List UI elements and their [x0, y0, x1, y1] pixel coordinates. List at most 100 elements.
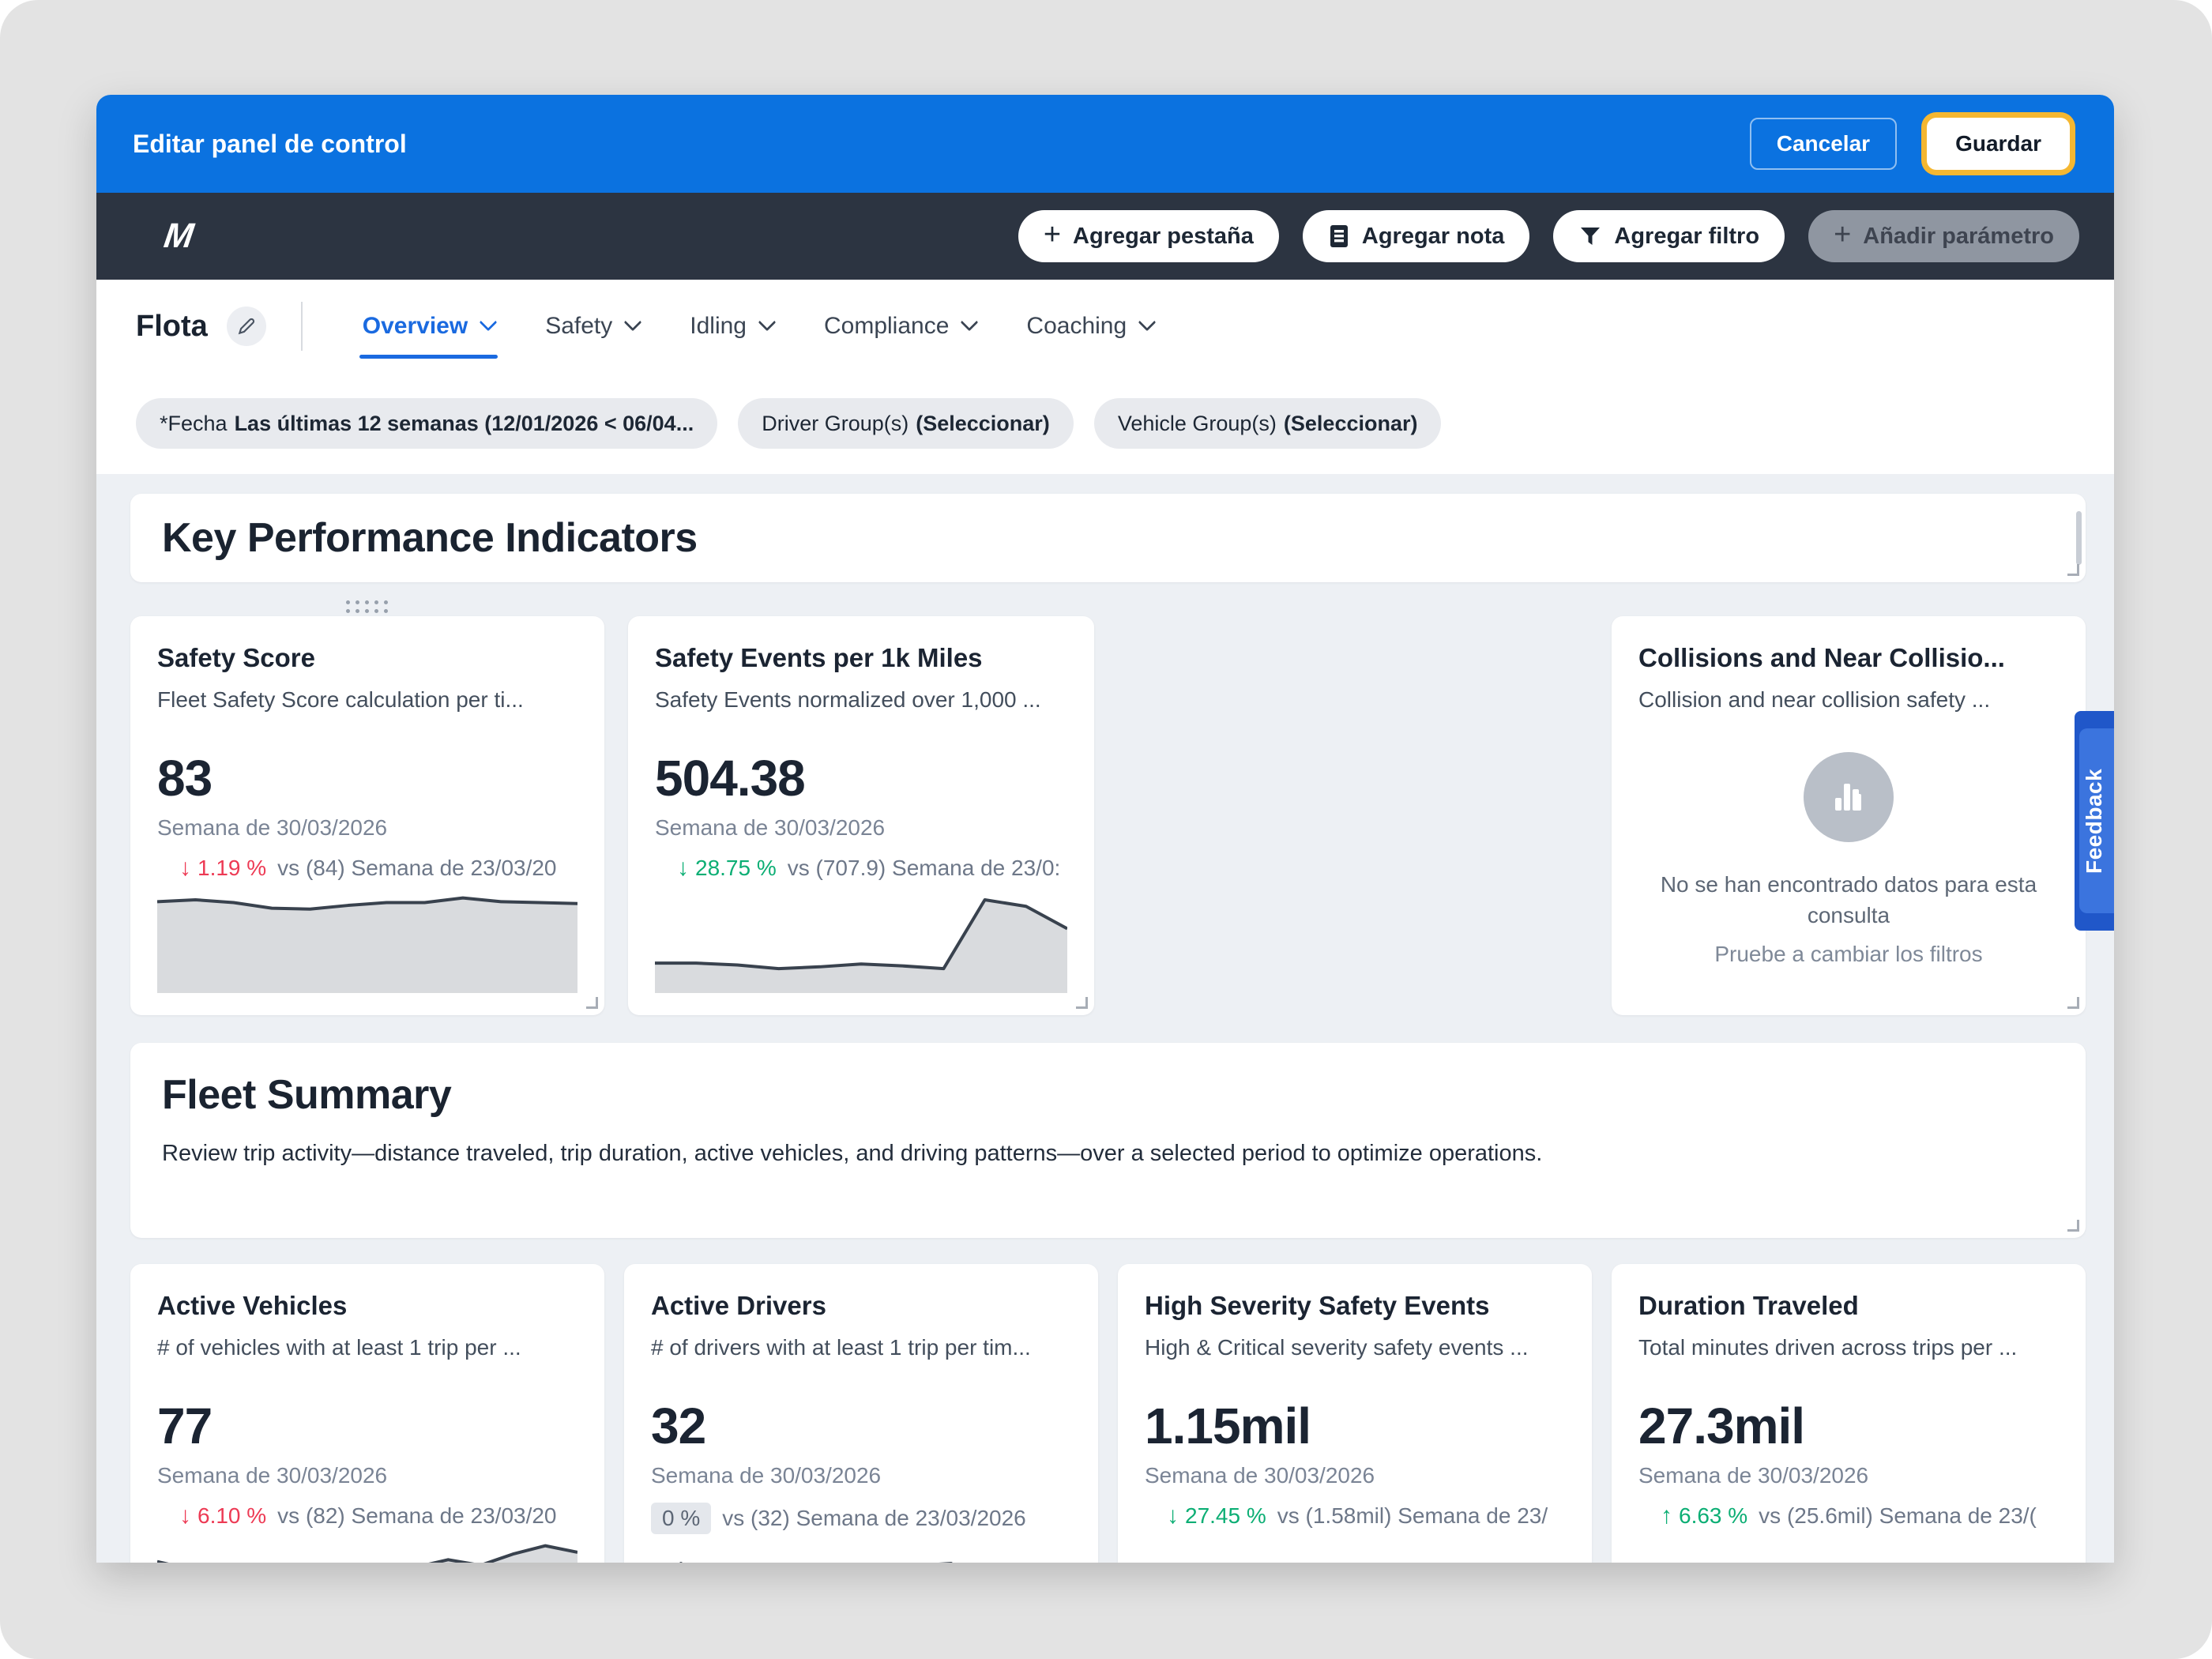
feedback-tab[interactable]: Feedback	[2075, 711, 2114, 931]
tab-safety[interactable]: Safety	[520, 280, 664, 373]
delta-comparison: vs (82) Semana de 23/03/20	[277, 1503, 557, 1528]
kpi-section-header[interactable]: Key Performance Indicators	[130, 494, 2086, 582]
widget-active-vehicles[interactable]: Active Vehicles # of vehicles with at le…	[130, 1264, 604, 1563]
add-filter-button[interactable]: Agregar filtro	[1553, 210, 1785, 262]
dashboard-toolbar: M + Agregar pestaña Agregar nota Agreg	[96, 193, 2114, 280]
tab-overview[interactable]: Overview	[337, 280, 520, 373]
tab-label: Compliance	[823, 313, 950, 339]
tab-label: Safety	[545, 313, 613, 339]
tab-idling[interactable]: Idling	[664, 280, 799, 373]
tab-compliance[interactable]: Compliance	[799, 280, 1001, 373]
plus-icon: +	[1043, 218, 1062, 251]
arrow-down-icon: ↓	[677, 855, 689, 881]
filter-prefix: Driver Group(s)	[762, 411, 909, 435]
metric-period: Semana de 30/03/2026	[1145, 1463, 1375, 1488]
chevron-down-icon	[758, 313, 777, 332]
widget-title: Active Vehicles	[157, 1291, 348, 1320]
widget-collisions[interactable]: Collisions and Near Collisio... Collisio…	[1612, 616, 2086, 1015]
resize-handle-icon[interactable]	[2067, 1220, 2079, 1232]
arrow-up-icon: ↑	[1661, 1503, 1672, 1529]
note-icon	[1328, 224, 1350, 249]
widget-high-severity-events[interactable]: High Severity Safety Events High & Criti…	[1118, 1264, 1592, 1563]
delta-percent: 6.10 %	[198, 1503, 267, 1528]
empty-state-hint: Pruebe a cambiar los filtros	[1714, 942, 1983, 966]
metric-period: Semana de 30/03/2026	[1638, 1463, 1869, 1488]
widget-active-drivers[interactable]: Active Drivers # of drivers with at leas…	[624, 1264, 1098, 1563]
widget-description: # of drivers with at least 1 trip per ti…	[651, 1335, 1031, 1360]
add-parameter-label: Añadir parámetro	[1863, 223, 2054, 249]
active-tab-underline	[359, 355, 498, 359]
funnel-icon	[1578, 224, 1602, 248]
chevron-down-icon	[961, 313, 979, 332]
delta-percent: 28.75 %	[695, 856, 777, 880]
metric-period: Semana de 30/03/2026	[655, 815, 886, 840]
delta-comparison: vs (1.58mil) Semana de 23/	[1277, 1503, 1548, 1528]
metric-value: 32	[651, 1398, 706, 1454]
resize-handle-icon[interactable]	[2067, 564, 2079, 576]
metric-value: 27.3mil	[1638, 1398, 1805, 1454]
widget-title: Safety Score	[157, 643, 315, 672]
driver-group-filter-chip[interactable]: Driver Group(s) (Seleccionar)	[738, 398, 1074, 449]
resize-handle-icon[interactable]	[2067, 997, 2079, 1009]
filter-prefix: *Fecha	[160, 411, 228, 435]
metric-value: 504.38	[655, 750, 806, 807]
sparkline-chart	[651, 1538, 1071, 1563]
tab-coaching[interactable]: Coaching	[1001, 280, 1179, 373]
metric-delta: ↓ 28.75 % vs (707.9) Semana de 23/0:	[677, 855, 1067, 882]
add-parameter-button[interactable]: + Añadir parámetro	[1808, 210, 2079, 262]
widget-description: Safety Events normalized over 1,000 ...	[655, 687, 1041, 712]
delta-comparison: vs (25.6mil) Semana de 23/(	[1759, 1503, 2037, 1528]
metric-delta: ↓ 27.45 % vs (1.58mil) Semana de 23/	[1167, 1503, 1565, 1529]
widget-title: High Severity Safety Events	[1145, 1291, 1490, 1320]
toolbar-actions: + Agregar pestaña Agregar nota Agregar f…	[1018, 210, 2079, 262]
widget-safety-events[interactable]: Safety Events per 1k Miles Safety Events…	[628, 616, 1094, 1015]
add-note-label: Agregar nota	[1361, 223, 1505, 249]
delta-percent: 6.63 %	[1679, 1503, 1748, 1528]
filter-chips: *Fecha Las últimas 12 semanas (12/01/202…	[96, 373, 2114, 474]
resize-handle-icon[interactable]	[1076, 997, 1088, 1009]
filter-value: (Seleccionar)	[1283, 411, 1418, 435]
widget-title: Safety Events per 1k Miles	[655, 643, 983, 672]
header-actions: Cancelar Guardar	[1749, 118, 2078, 170]
plus-icon: +	[1834, 218, 1852, 251]
filter-value: Las últimas 12 semanas (12/01/2026 < 06/…	[234, 411, 694, 435]
fleet-summary-section-header[interactable]: Fleet Summary Review trip activity—dista…	[130, 1043, 2086, 1238]
tab-label: Coaching	[1026, 313, 1127, 339]
resize-handle-icon[interactable]	[586, 997, 598, 1009]
metric-delta: ↑ 6.63 % vs (25.6mil) Semana de 23/(	[1661, 1503, 2059, 1529]
vehicle-group-filter-chip[interactable]: Vehicle Group(s) (Seleccionar)	[1093, 398, 1442, 449]
widget-duration-traveled[interactable]: Duration Traveled Total minutes driven a…	[1612, 1264, 2086, 1563]
feedback-tab-inner	[2079, 728, 2114, 913]
page-title: Editar panel de control	[133, 129, 407, 158]
tab-label: Overview	[362, 313, 468, 339]
chevron-down-icon	[1138, 313, 1157, 332]
widget-description: Total minutes driven across trips per ..…	[1638, 1335, 2018, 1360]
widget-title: Collisions and Near Collisio...	[1638, 643, 2005, 672]
cancel-button[interactable]: Cancelar	[1749, 118, 1898, 170]
edit-header: Editar panel de control Cancelar Guardar	[96, 95, 2114, 193]
tabs: Overview Safety Idling Compliance	[337, 280, 1179, 373]
widget-safety-score[interactable]: Safety Score Fleet Safety Score calculat…	[130, 616, 604, 1015]
sparkline-chart	[157, 1538, 577, 1563]
save-button[interactable]: Guardar	[1927, 118, 2070, 170]
date-filter-chip[interactable]: *Fecha Las últimas 12 semanas (12/01/202…	[136, 398, 718, 449]
edit-name-button[interactable]	[226, 307, 266, 346]
add-tab-button[interactable]: + Agregar pestaña	[1018, 210, 1279, 262]
empty-state-message: No se han encontrado datos para esta con…	[1660, 872, 2037, 928]
add-tab-label: Agregar pestaña	[1073, 223, 1254, 249]
metric-period: Semana de 30/03/2026	[157, 815, 388, 840]
tab-label: Idling	[690, 313, 747, 339]
widget-drag-handle[interactable]	[346, 600, 388, 613]
bar-chart-icon	[1804, 752, 1894, 842]
delta-comparison: vs (84) Semana de 23/03/20	[277, 856, 557, 880]
sparkline-chart	[655, 890, 1067, 993]
metric-period: Semana de 30/03/2026	[157, 1463, 388, 1488]
pencil-icon	[236, 316, 257, 337]
sparkline-chart	[1638, 1538, 2059, 1563]
scrollbar-thumb[interactable]	[2076, 511, 2082, 565]
chevron-down-icon	[479, 313, 498, 332]
add-note-button[interactable]: Agregar nota	[1302, 210, 1530, 262]
divider	[300, 302, 303, 351]
sparkline-chart	[1145, 1538, 1565, 1563]
